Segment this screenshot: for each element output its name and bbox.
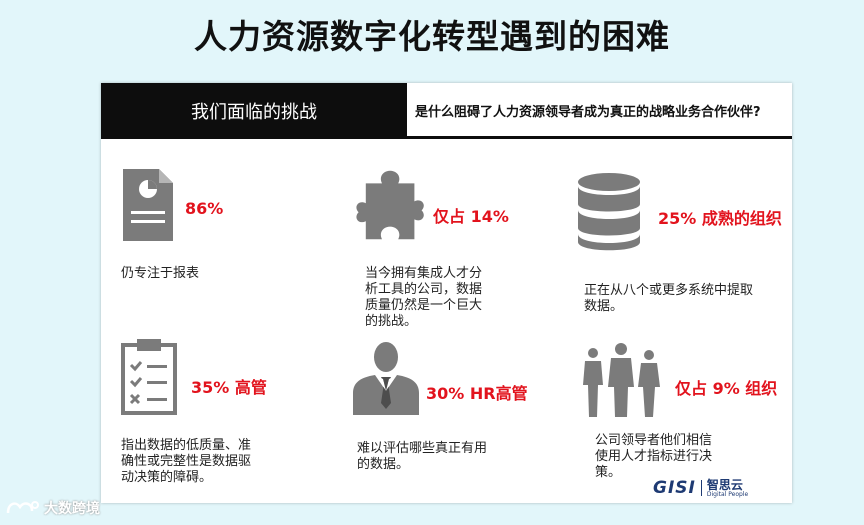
stat-reporting: 86% [185, 199, 224, 218]
challenges-card: 我们面临的挑战 是什么阻碍了人力资源领导者成为真正的战略业务合作伙伴? 86% … [101, 83, 792, 503]
desc-reporting: 仍专注于报表 [121, 266, 200, 281]
page-title: 人力资源数字化转型遇到的困难 [194, 17, 670, 56]
gisi-logo: GISI 智思云 Digital People [653, 477, 749, 498]
stat-executives-quality: 35% 高管 [191, 378, 267, 397]
stat-integrated-tools: 仅占 14% [433, 207, 509, 226]
desc-integrated-tools: 当今拥有集成人才分 析工具的公司，数据 质量仍然是一个巨大 的挑战。 [365, 266, 483, 329]
stat-hr-executives: 30% HR高管 [426, 384, 528, 403]
stat-orgs-talent-metrics: 仅占 9% 组织 [675, 379, 778, 398]
question-heading: 是什么阻碍了人力资源领导者成为真正的战略业务合作伙伴? [415, 105, 761, 120]
checklist-icon [121, 339, 177, 415]
header-divider [407, 136, 792, 139]
watermark-logo-icon [6, 501, 39, 514]
report-icon [123, 169, 173, 241]
challenges-header: 我们面临的挑战 [101, 83, 407, 139]
puzzle-icon [356, 170, 424, 240]
watermark: 大数跨境 [6, 498, 100, 518]
desc-orgs-talent-metrics: 公司领导者他们相信 使用人才指标进行决 策。 [595, 433, 713, 480]
stat-mature-orgs: 25% 成熟的组织 [658, 209, 782, 228]
desc-hr-executives: 难以评估哪些真正有用 的数据。 [357, 441, 488, 472]
executive-icon [353, 342, 419, 415]
people-group-icon [583, 343, 660, 417]
desc-mature-orgs: 正在从八个或更多系统中提取 数据。 [584, 283, 754, 314]
database-icon [578, 173, 640, 251]
desc-executives-quality: 指出数据的低质量、准 确性或完整性是数据驱 动决策的障碍。 [121, 438, 252, 485]
